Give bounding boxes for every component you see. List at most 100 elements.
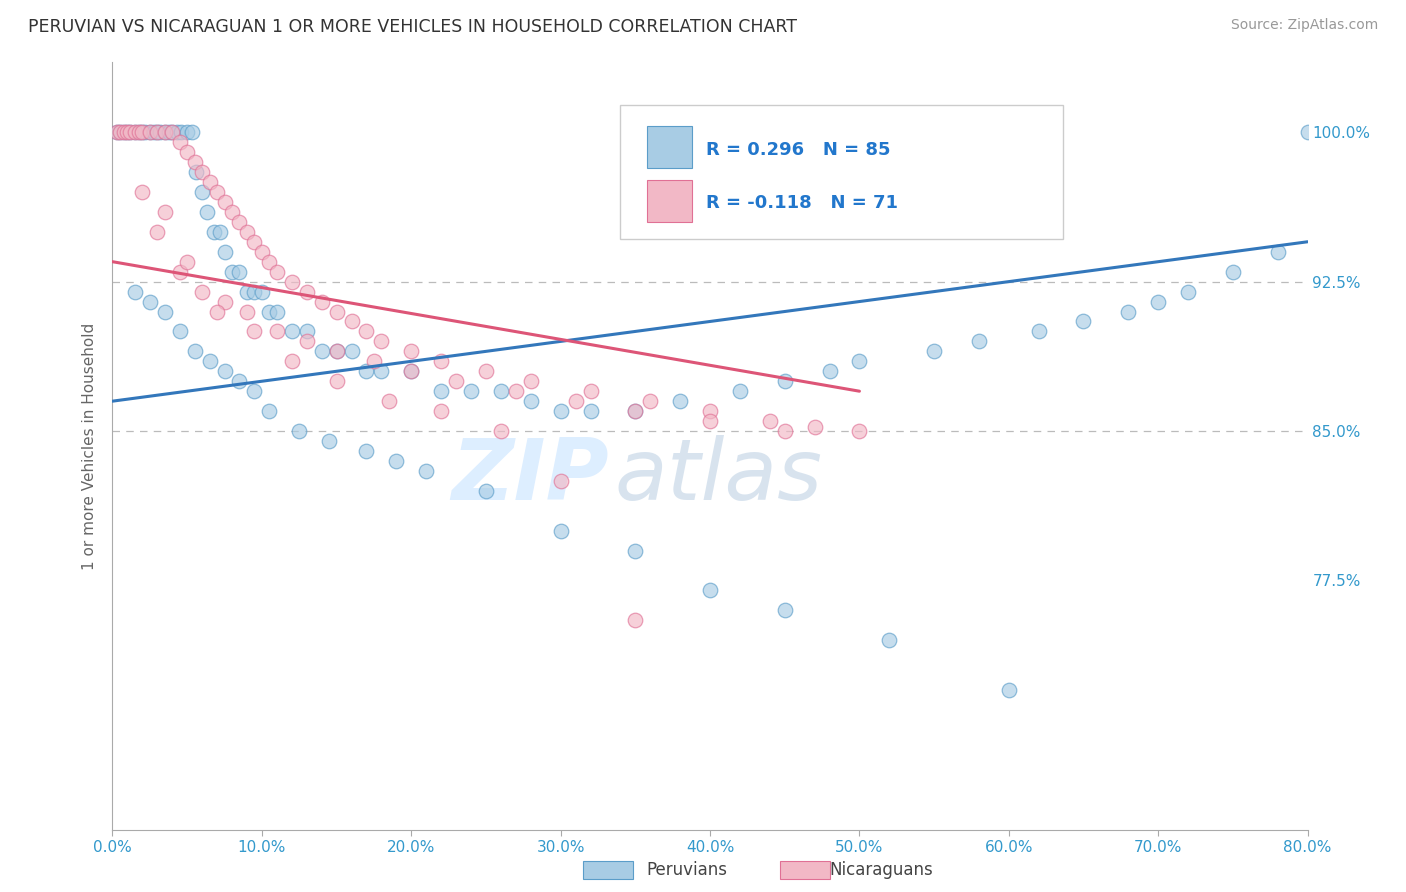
Point [214,364,236,378]
Bar [647,180,692,222]
Point [773,374,796,388]
Point [759,414,782,428]
Point [475,364,498,378]
Point [266,325,288,339]
Point [1177,285,1199,299]
Point [166,125,188,139]
Point [318,434,340,448]
Point [998,683,1021,698]
Point [550,404,572,418]
Point [370,334,392,349]
Point [198,354,221,368]
Point [228,215,250,229]
Point [186,165,208,179]
Point [105,125,128,139]
Point [325,374,347,388]
Point [108,125,131,139]
Point [180,125,202,139]
Point [325,304,347,318]
Text: PERUVIAN VS NICARAGUAN 1 OR MORE VEHICLES IN HOUSEHOLD CORRELATION CHART: PERUVIAN VS NICARAGUAN 1 OR MORE VEHICLE… [28,18,797,36]
Point [489,424,512,438]
Point [281,325,304,339]
Point [114,125,135,139]
Point [128,125,150,139]
Point [564,394,586,409]
Point [169,265,191,279]
Point [818,364,841,378]
Point [401,344,423,359]
Point [848,424,870,438]
Point [114,125,135,139]
Point [117,125,139,139]
Point [183,155,205,169]
Point [295,334,318,349]
Point [153,125,176,139]
Point [363,354,385,368]
Point [699,583,721,598]
Point [288,424,311,438]
Point [183,344,205,359]
Point [170,125,193,139]
Point [120,125,142,139]
Point [250,285,273,299]
Point [131,125,153,139]
Point [243,285,266,299]
Point [128,125,150,139]
Point [139,294,162,309]
Point [162,125,183,139]
Point [153,304,176,318]
Point [198,175,221,189]
Point [205,185,228,199]
Point [669,394,692,409]
Point [195,205,218,219]
Point [1222,265,1244,279]
Point [281,354,304,368]
Point [624,404,647,418]
Point [243,235,266,249]
Point [1118,304,1140,318]
Text: R = -0.118   N = 71: R = -0.118 N = 71 [706,194,898,212]
Text: atlas: atlas [614,435,823,518]
Point [236,285,259,299]
Text: ZIP: ZIP [451,435,609,518]
Point [378,394,401,409]
Point [250,244,273,259]
Point [385,454,408,468]
Point [340,344,363,359]
Point [243,325,266,339]
Point [967,334,990,349]
Point [295,285,318,299]
Point [176,254,198,268]
Point [1147,294,1170,309]
Point [281,275,304,289]
Point [139,125,162,139]
Point [191,165,214,179]
Y-axis label: 1 or more Vehicles in Household: 1 or more Vehicles in Household [82,322,97,570]
Point [505,384,527,399]
Point [202,225,225,239]
Point [146,125,169,139]
Point [214,244,236,259]
Point [169,135,191,149]
Point [124,285,146,299]
Point [430,404,453,418]
Point [131,125,153,139]
Point [430,354,453,368]
Point [430,384,453,399]
Text: Source: ZipAtlas.com: Source: ZipAtlas.com [1230,18,1378,32]
Point [415,464,437,478]
Point [228,374,250,388]
Point [143,125,166,139]
Point [191,285,214,299]
Point [214,194,236,209]
Point [803,420,825,434]
Point [124,125,146,139]
Point [879,633,901,648]
Point [520,394,543,409]
Point [460,384,482,399]
Point [325,344,347,359]
Point [176,145,198,160]
Text: Nicaraguans: Nicaraguans [830,861,934,879]
Point [444,374,467,388]
Point [550,524,572,538]
